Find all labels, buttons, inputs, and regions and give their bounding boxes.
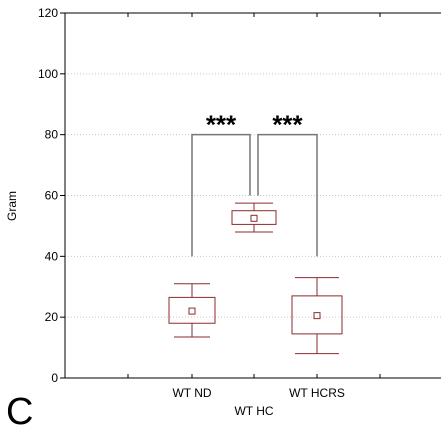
significance-label: *** bbox=[206, 110, 237, 140]
x-tick-label: WT HCRS bbox=[289, 386, 345, 400]
y-axis-label: Gram bbox=[5, 191, 19, 221]
box-wt-hcrs bbox=[291, 277, 343, 355]
y-tick-label: 40 bbox=[45, 249, 59, 263]
significance-label: *** bbox=[272, 110, 303, 140]
axis-labels: Gram WT HC C 0 20 40 60 80 100 120 WT ND WT HCRS bbox=[5, 6, 345, 433]
x-axis-label: WT HC bbox=[234, 404, 273, 418]
mean-marker bbox=[250, 214, 258, 222]
significance-bracket: *** bbox=[191, 110, 251, 257]
significance-brackets: *** *** bbox=[191, 110, 318, 257]
significance-bracket: *** bbox=[257, 110, 318, 257]
panel-label: C bbox=[6, 391, 33, 429]
box-rect bbox=[168, 296, 216, 324]
mean-marker bbox=[188, 307, 196, 315]
y-tick-label: 60 bbox=[45, 189, 59, 203]
y-tick-label: 80 bbox=[45, 128, 59, 142]
y-tick-label: 120 bbox=[38, 6, 58, 20]
y-tick-label: 20 bbox=[45, 310, 59, 324]
box-wt-hc bbox=[231, 202, 277, 233]
bracket-line bbox=[191, 133, 251, 257]
axes bbox=[60, 12, 441, 379]
bracket-line bbox=[257, 133, 318, 257]
boxes bbox=[168, 202, 343, 355]
y-tick-label: 100 bbox=[38, 67, 58, 81]
box-rect bbox=[231, 210, 277, 225]
box-wt-nd bbox=[168, 283, 216, 338]
box-rect bbox=[291, 295, 343, 335]
gridlines bbox=[65, 12, 441, 318]
mean-marker bbox=[313, 312, 321, 320]
y-tick-label: 0 bbox=[51, 371, 58, 385]
x-tick-label: WT ND bbox=[172, 386, 211, 400]
